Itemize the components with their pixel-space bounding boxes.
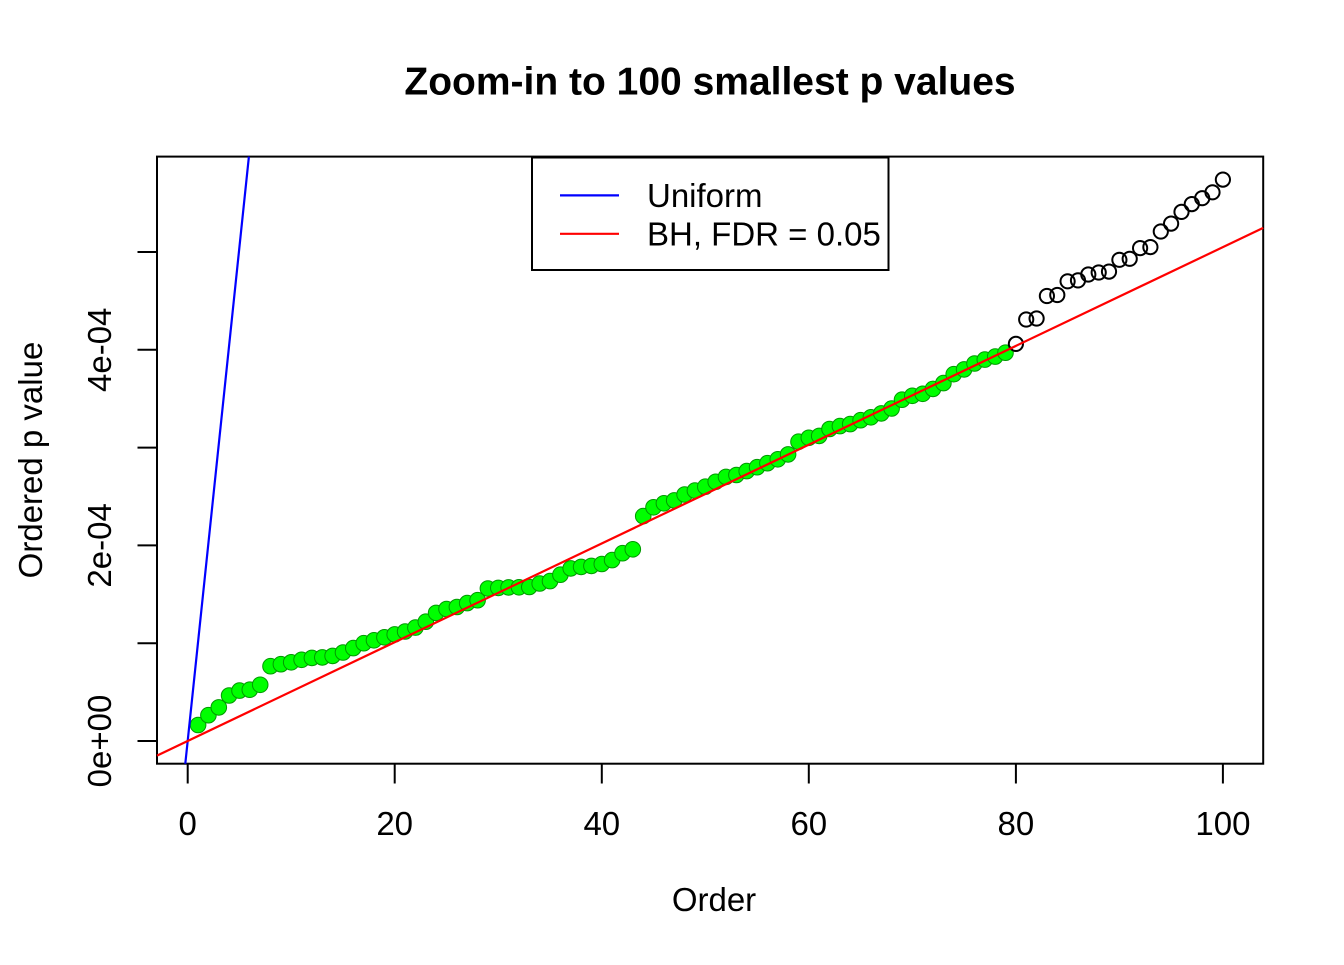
- svg-text:Zoom-in to 100 smallest p valu: Zoom-in to 100 smallest p values: [404, 61, 1015, 104]
- svg-text:Uniform: Uniform: [647, 177, 763, 214]
- svg-text:60: 60: [790, 805, 827, 842]
- svg-text:2e-04: 2e-04: [81, 503, 118, 587]
- svg-text:0: 0: [179, 805, 197, 842]
- svg-text:4e-04: 4e-04: [81, 308, 118, 392]
- svg-text:Order: Order: [672, 881, 756, 918]
- svg-text:0e+00: 0e+00: [81, 695, 118, 788]
- svg-text:80: 80: [998, 805, 1035, 842]
- svg-text:100: 100: [1195, 805, 1250, 842]
- svg-text:40: 40: [583, 805, 620, 842]
- svg-text:Ordered p value: Ordered p value: [12, 342, 49, 579]
- svg-text:20: 20: [376, 805, 413, 842]
- svg-text:BH, FDR = 0.05: BH, FDR = 0.05: [647, 216, 881, 253]
